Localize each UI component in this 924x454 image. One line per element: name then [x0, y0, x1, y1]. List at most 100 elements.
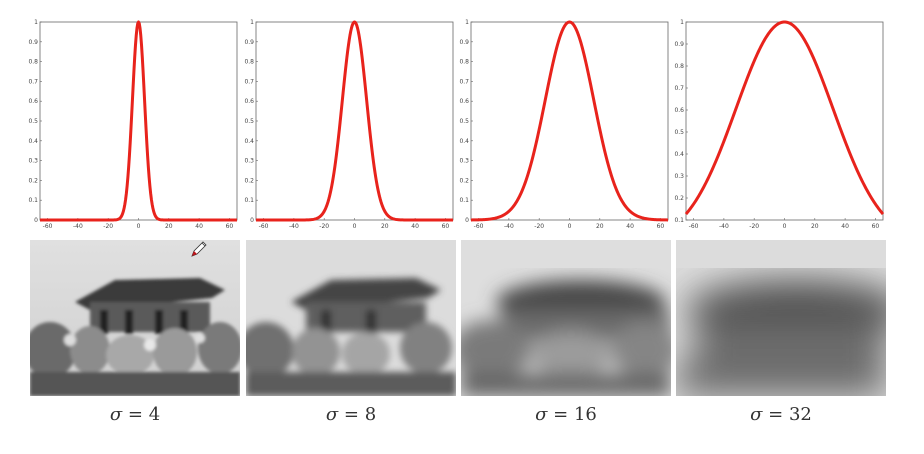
equals-sign: = [547, 404, 574, 425]
plot-svg-sigma-8: -60 -40 -20 0 20 40 60 0 0.1 0.2 0.3 0.4 0.5 0.6 0.7 0.… [244, 19, 454, 230]
caption-sigma-4: σ = 4 [30, 404, 240, 425]
x-tick-label: -60 [689, 223, 699, 230]
x-tick-label: 60 [872, 223, 880, 230]
y-tick-label: 0.2 [459, 177, 469, 184]
x-tick-label: -40 [504, 223, 514, 230]
y-tick-label: 0.1 [28, 197, 38, 204]
y-tick-label: 0.7 [459, 78, 469, 85]
x-tick-label: 60 [442, 223, 450, 230]
sigma-value: 16 [573, 404, 597, 425]
y-tick-label: 0.4 [674, 151, 684, 158]
gaussian-curve [255, 20, 454, 222]
sigma-symbol: σ [325, 404, 339, 425]
y-tick-label: 0 [250, 217, 254, 224]
sigma-value: 4 [148, 404, 161, 425]
y-tick-label: 0 [34, 217, 38, 224]
y-tick-label: 0.1 [674, 217, 684, 224]
y-tick-label: 0.2 [244, 177, 254, 184]
y-tick-label: 0.2 [28, 177, 38, 184]
sigma-symbol: σ [750, 404, 763, 425]
y-tick-label: 0.9 [459, 39, 469, 46]
y-tick-label: 0.8 [459, 59, 469, 66]
x-tick-label: -20 [749, 223, 759, 230]
x-tick-label: 0 [353, 223, 357, 230]
sigma-value: 8 [364, 404, 377, 425]
y-tick-label: 0.5 [244, 118, 254, 125]
y-tick-label: 0.6 [674, 107, 684, 114]
x-tick-label: -60 [43, 223, 53, 230]
blurred-image-sigma-8 [246, 240, 456, 396]
plot-frame [39, 21, 238, 221]
y-tick-label: 0.1 [459, 197, 469, 204]
temple-image-sigma-32 [676, 240, 886, 396]
x-tick-label: -40 [289, 223, 299, 230]
temple-image-sigma-8 [246, 240, 456, 396]
x-tick-label: 20 [811, 223, 819, 230]
x-tick-label: 60 [657, 223, 665, 230]
gaussian-plot-sigma-32: -60 -40 -20 0 20 40 60 0.1 0.2 0.3 0.4 0.5 0.6 0.7 0.8… [674, 18, 886, 238]
x-tick-label: -20 [534, 223, 544, 230]
x-tick-label: 40 [411, 223, 419, 230]
y-tick-label: 1 [250, 19, 254, 26]
y-tick-label: 0.6 [459, 98, 469, 105]
equals-sign: = [338, 404, 365, 425]
equals-sign: = [122, 404, 149, 425]
y-tick-label: 0.1 [244, 197, 254, 204]
plot-svg-sigma-4: -60 -40 -20 0 20 40 60 0 0.1 0.2 0.3 0.4 0.5 0.6 0.7 0.… [28, 19, 238, 230]
x-tick-label: 20 [596, 223, 604, 230]
sigma-value: 32 [788, 404, 812, 425]
y-tick-label: 0.6 [28, 98, 38, 105]
y-tick-label: 0.3 [28, 158, 38, 165]
y-tick-label: 0.8 [244, 59, 254, 66]
x-tick-label: -40 [73, 223, 83, 230]
y-tick-label: 1 [34, 19, 38, 26]
gaussian-curve [470, 20, 669, 222]
y-tick-label: 0.7 [28, 78, 38, 85]
x-tick-label: 40 [841, 223, 849, 230]
y-tick-label: 0.4 [244, 138, 254, 145]
y-tick-label: 0.5 [459, 118, 469, 125]
y-tick-label: 0.3 [674, 173, 684, 180]
blurred-image-sigma-16 [461, 240, 671, 396]
y-tick-label: 1 [465, 19, 469, 26]
y-tick-label: 0.6 [244, 98, 254, 105]
gaussian-curve [39, 20, 238, 222]
gaussian-plot-sigma-8: -60 -40 -20 0 20 40 60 0 0.1 0.2 0.3 0.4 0.5 0.6 0.7 0.… [244, 18, 456, 238]
y-tick-label: 0.7 [674, 85, 684, 92]
x-tick-label: -60 [259, 223, 269, 230]
blurred-image-sigma-32 [676, 240, 886, 396]
x-tick-label: 20 [165, 223, 173, 230]
x-tick-label: -20 [103, 223, 113, 230]
plot-svg-sigma-16: -60 -40 -20 0 20 40 60 0 0.1 0.2 0.3 0.4 0.5 0.6 0.7 0.… [459, 19, 669, 230]
x-tick-label: 40 [626, 223, 634, 230]
temple-image-sigma-16 [461, 240, 671, 396]
x-tick-label: 0 [783, 223, 787, 230]
plot-svg-sigma-32: -60 -40 -20 0 20 40 60 0.1 0.2 0.3 0.4 0.5 0.6 0.7 0.8… [674, 19, 885, 230]
gaussian-curve [684, 20, 885, 216]
x-tick-label: 0 [137, 223, 141, 230]
y-tick-label: 0.9 [244, 39, 254, 46]
caption-sigma-8: σ = 8 [246, 404, 456, 425]
plot-frame [685, 21, 884, 221]
x-tick-label: 0 [568, 223, 572, 230]
x-tick-label: 20 [381, 223, 389, 230]
gaussian-plot-sigma-16: -60 -40 -20 0 20 40 60 0 0.1 0.2 0.3 0.4 0.5 0.6 0.7 0.… [459, 18, 671, 238]
y-tick-label: 0.8 [28, 59, 38, 66]
equals-sign: = [762, 404, 789, 425]
y-tick-label: 0.8 [674, 63, 684, 70]
y-tick-label: 0.7 [244, 78, 254, 85]
sigma-symbol: σ [109, 404, 123, 425]
y-tick-label: 0.5 [28, 118, 38, 125]
y-tick-label: 0 [465, 217, 469, 224]
x-tick-label: -60 [474, 223, 484, 230]
temple-image-sigma-4 [30, 240, 240, 396]
x-tick-label: 60 [226, 223, 234, 230]
plot-frame [255, 21, 454, 221]
y-tick-label: 0.4 [28, 138, 38, 145]
plot-frame [470, 21, 669, 221]
y-tick-label: 1 [680, 19, 684, 26]
x-tick-label: -40 [719, 223, 729, 230]
y-tick-label: 0.9 [28, 39, 38, 46]
caption-sigma-16: σ = 16 [461, 404, 671, 425]
x-tick-label: 40 [195, 223, 203, 230]
